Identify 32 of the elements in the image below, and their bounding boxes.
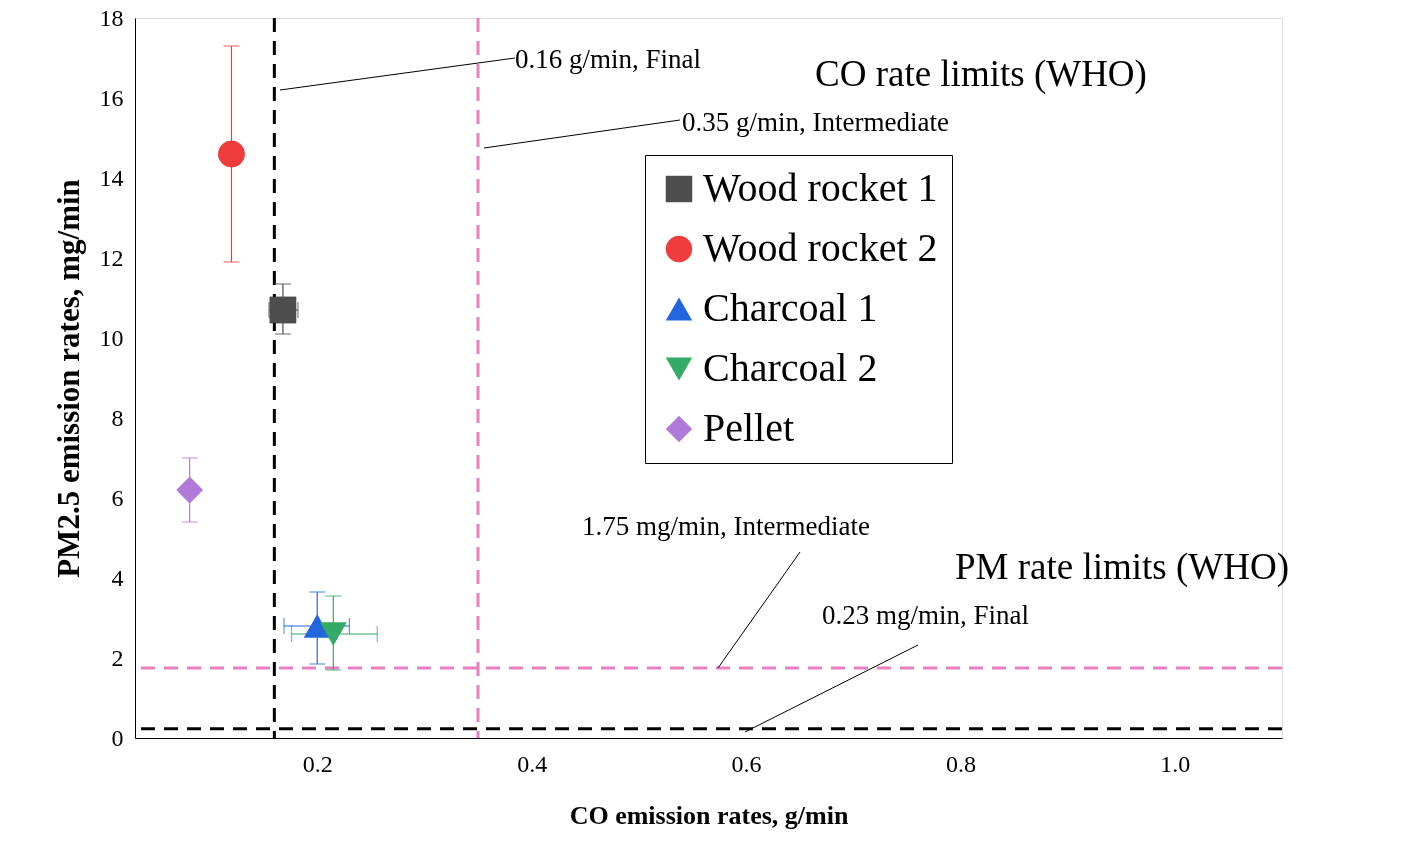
y-axis-title: PM2.5 emission rates, mg/min <box>50 179 86 578</box>
point <box>176 476 203 504</box>
legend-label: Wood rocket 2 <box>703 225 938 270</box>
x-axis-title: CO emission rates, g/min <box>569 800 849 830</box>
x-tick-label: 1.0 <box>1160 750 1191 777</box>
point <box>269 296 297 324</box>
ref-line-label: 0.35 g/min, Intermediate <box>682 107 949 137</box>
y-tick-label: 8 <box>111 404 124 431</box>
annotation: CO rate limits (WHO) <box>815 53 1147 95</box>
point <box>320 622 347 646</box>
y-tick-label: 6 <box>111 484 124 511</box>
legend-label: Charcoal 1 <box>703 285 878 330</box>
y-tick-label: 16 <box>99 84 124 111</box>
legend-label: Wood rocket 1 <box>703 165 938 210</box>
x-tick-label: 0.2 <box>302 750 333 777</box>
y-tick-label: 12 <box>99 244 124 271</box>
annotation: PM rate limits (WHO) <box>955 546 1289 588</box>
legend-label: Pellet <box>703 405 795 450</box>
x-tick-label: 0.4 <box>517 750 548 777</box>
ref-line-label: 0.16 g/min, Final <box>515 44 702 74</box>
ref-line-label: 0.23 mg/min, Final <box>822 600 1030 630</box>
y-tick-label: 4 <box>111 564 124 591</box>
ref-line-label: 1.75 mg/min, Intermediate <box>582 511 870 541</box>
x-tick-label: 0.8 <box>945 750 976 777</box>
y-tick-label: 0 <box>111 724 124 751</box>
y-tick-label: 14 <box>99 164 124 191</box>
point <box>218 140 245 168</box>
legend-label: Charcoal 2 <box>703 345 878 390</box>
x-tick-label: 0.6 <box>731 750 762 777</box>
y-tick-label: 2 <box>111 644 124 671</box>
y-tick-label: 18 <box>99 4 124 31</box>
y-tick-label: 10 <box>99 324 124 351</box>
